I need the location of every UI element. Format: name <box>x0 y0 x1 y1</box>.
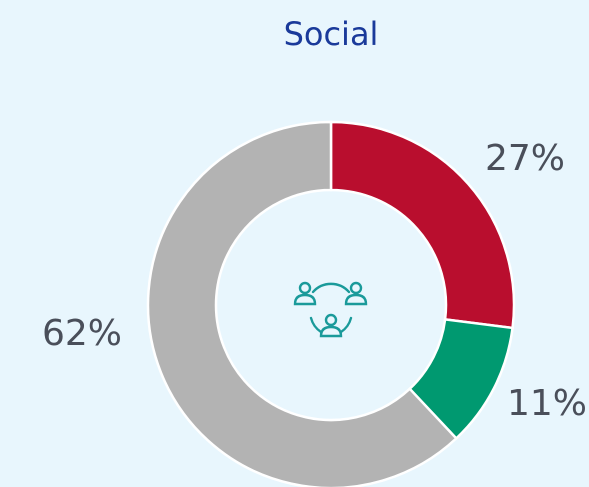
donut <box>146 120 516 487</box>
donut-slice <box>329 120 516 330</box>
icon-person-head <box>324 313 338 327</box>
icon-person-head <box>298 281 312 295</box>
value-label: 27% <box>485 138 565 179</box>
icon-person-body <box>344 293 368 306</box>
icon-person-body <box>293 293 317 306</box>
chart-title: Social <box>284 15 379 53</box>
icon-arc <box>311 282 351 294</box>
icon-person-body <box>319 325 343 338</box>
social-icon <box>293 281 368 338</box>
value-label: 62% <box>42 313 122 354</box>
donut-slice <box>146 120 459 487</box>
icon-person-head <box>349 281 363 295</box>
value-label: 11% <box>507 383 587 424</box>
